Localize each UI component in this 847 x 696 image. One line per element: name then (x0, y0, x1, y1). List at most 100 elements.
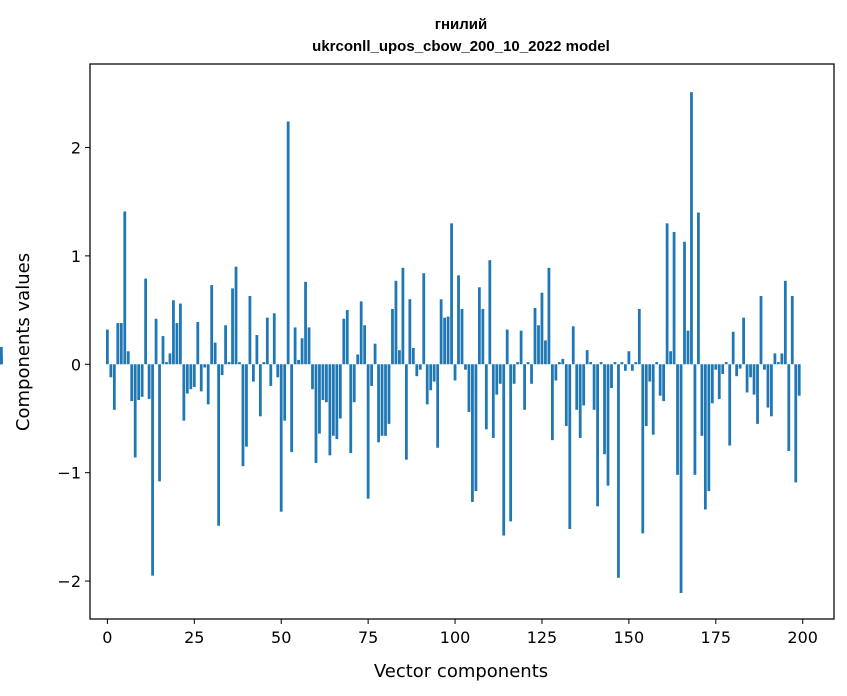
bar (133, 364, 137, 458)
bar (669, 351, 672, 365)
bar (599, 362, 603, 365)
bar (411, 348, 415, 365)
bar (662, 364, 666, 402)
bar (286, 121, 290, 365)
bar (634, 362, 638, 365)
bar (126, 351, 130, 365)
bar (394, 280, 398, 365)
bar (418, 364, 422, 370)
bar (331, 364, 335, 436)
bar (770, 364, 773, 417)
bar (203, 364, 207, 368)
bar (745, 364, 749, 393)
bar (523, 364, 526, 410)
bar (258, 364, 262, 417)
chart-title-line2: ukrconll_upos_cbow_200_10_2022 model (312, 38, 610, 55)
bar (561, 358, 565, 365)
x-tick-label: 125 (527, 628, 558, 647)
bar (220, 364, 224, 376)
bar (610, 364, 613, 389)
bar (300, 338, 304, 365)
bar (318, 364, 321, 434)
bar (578, 364, 582, 438)
bar (293, 327, 297, 365)
bar (756, 364, 759, 424)
plot-frame (89, 63, 835, 620)
bar (290, 364, 294, 453)
bar (352, 364, 356, 403)
bar (175, 323, 179, 365)
bar (185, 364, 189, 394)
bar (457, 275, 460, 365)
bar (787, 364, 791, 451)
bar (460, 308, 464, 365)
bar (241, 364, 245, 467)
y-axis-label: Components values (13, 253, 34, 431)
bar (391, 308, 394, 365)
bar (794, 364, 798, 483)
bar (422, 273, 426, 365)
bar (338, 364, 342, 419)
x-tick-label: 200 (787, 628, 818, 647)
x-tick-label: 175 (701, 628, 732, 647)
bar (731, 331, 735, 365)
bar (606, 364, 610, 486)
bar (516, 362, 520, 365)
bar (589, 362, 593, 365)
bar (693, 364, 697, 475)
bar (269, 364, 273, 386)
bar (783, 280, 787, 365)
x-tick-label: 75 (358, 628, 378, 647)
bar (752, 364, 756, 395)
bar (432, 364, 436, 382)
bar (196, 321, 200, 365)
bar (564, 364, 568, 427)
x-axis-label: Vector components (374, 661, 548, 682)
bar (620, 362, 624, 365)
bar (398, 350, 401, 365)
bar (356, 354, 360, 365)
bar (140, 364, 144, 397)
bar (554, 364, 558, 381)
bar (735, 364, 739, 377)
bar (544, 340, 547, 365)
bar (265, 317, 269, 365)
bar (439, 299, 443, 365)
bar (112, 364, 116, 410)
bar (790, 295, 794, 365)
y-tick-label: 0 (71, 355, 81, 374)
bar (509, 364, 513, 522)
bar (248, 295, 252, 365)
bar (297, 359, 300, 365)
bar (464, 364, 467, 370)
bar (217, 364, 221, 526)
bar (165, 362, 168, 365)
bar (651, 364, 655, 435)
bar (453, 364, 457, 381)
bar (144, 278, 148, 365)
bar (617, 364, 620, 578)
bars-group (0, 92, 801, 593)
bar (474, 364, 478, 492)
bar (429, 364, 433, 391)
bar (742, 317, 745, 365)
bar (676, 364, 679, 475)
bar (231, 288, 234, 365)
bar (665, 223, 669, 365)
bar (227, 362, 231, 365)
bar (349, 364, 353, 454)
bar (314, 364, 318, 463)
bar (147, 364, 151, 399)
bar (279, 364, 283, 512)
y-tick-label: −2 (57, 572, 81, 591)
bar (384, 364, 387, 436)
bar (495, 364, 499, 395)
bar (206, 364, 210, 405)
bar (547, 267, 551, 365)
bar (366, 364, 370, 499)
bar (658, 364, 662, 396)
x-tick-label: 0 (102, 628, 112, 647)
bar (571, 326, 575, 365)
bar (109, 364, 113, 378)
